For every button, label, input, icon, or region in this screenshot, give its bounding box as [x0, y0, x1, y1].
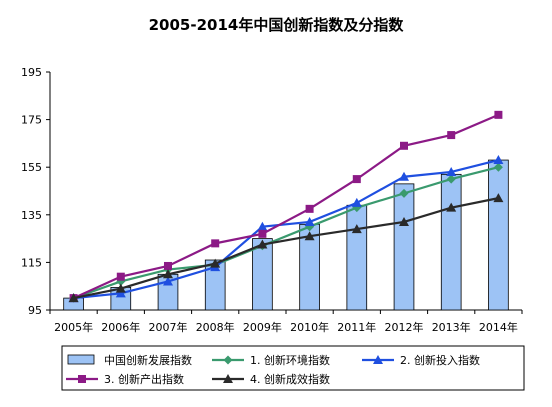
- bar: [252, 238, 273, 311]
- data-point: [210, 258, 221, 268]
- data-point: [163, 269, 173, 279]
- data-point: [351, 197, 362, 207]
- series-line: [73, 197, 499, 300]
- legend-marker: [223, 374, 233, 383]
- data-point: [446, 174, 456, 184]
- data-point: [304, 231, 315, 241]
- y-tick-label: 195: [21, 66, 42, 79]
- data-point: [446, 166, 457, 176]
- y-tick-label: 115: [21, 256, 42, 269]
- chart-title: 2005-2014年中国创新指数及分指数: [148, 16, 404, 34]
- data-point: [446, 202, 457, 212]
- data-point: [211, 239, 220, 248]
- bar: [488, 159, 509, 311]
- x-tick-label: 2007年: [149, 320, 188, 334]
- data-point: [351, 224, 362, 234]
- data-point: [257, 221, 268, 231]
- data-point: [493, 155, 504, 165]
- y-tick-label: 175: [21, 114, 42, 127]
- legend-marker: [223, 355, 233, 365]
- x-tick-label: 2011年: [337, 320, 376, 334]
- data-point: [447, 131, 456, 140]
- x-tick-label: 2005年: [54, 320, 93, 334]
- legend-label: 中国创新发展指数: [104, 353, 192, 367]
- data-point: [493, 193, 504, 203]
- x-tick-label: 2009年: [243, 320, 282, 334]
- series-line: [73, 158, 499, 300]
- legend-label: 4. 创新成效指数: [250, 372, 330, 386]
- legend-swatch: [67, 354, 95, 365]
- data-point: [304, 216, 315, 226]
- x-tick-label: 2014年: [479, 320, 518, 334]
- data-point: [115, 288, 126, 298]
- data-point: [305, 204, 314, 213]
- y-tick-label: 155: [21, 161, 42, 174]
- series-line: [73, 113, 499, 300]
- data-point: [399, 171, 409, 181]
- bar: [440, 173, 462, 311]
- data-point: [163, 276, 173, 286]
- data-point: [257, 239, 268, 249]
- data-point: [258, 229, 267, 238]
- data-point: [493, 162, 503, 172]
- x-tick-label: 2006年: [101, 320, 140, 334]
- legend-label: 2. 创新投入指数: [400, 353, 480, 367]
- legend-marker: [373, 355, 383, 364]
- legend-box: [61, 345, 525, 391]
- y-tick-label: 135: [21, 209, 42, 222]
- x-tick-label: 2012年: [385, 320, 424, 334]
- data-point: [399, 188, 409, 198]
- data-point: [116, 272, 125, 281]
- x-tick-label: 2010年: [290, 320, 329, 334]
- legend-label: 1. 创新环境指数: [250, 353, 330, 367]
- x-tick-label: 2008年: [196, 320, 235, 334]
- legend-label: 3. 创新产出指数: [104, 372, 184, 386]
- x-tick-label: 2013年: [432, 320, 471, 334]
- data-point: [164, 261, 172, 270]
- data-point: [399, 216, 409, 226]
- y-tick-label: 95: [28, 304, 42, 317]
- legend-marker: [78, 375, 86, 383]
- data-point: [494, 110, 503, 119]
- bar: [346, 204, 368, 311]
- bar: [393, 183, 415, 311]
- data-point: [68, 293, 79, 303]
- data-point: [352, 175, 361, 184]
- data-point: [400, 141, 408, 150]
- series-line: [73, 166, 499, 300]
- data-point: [115, 283, 126, 293]
